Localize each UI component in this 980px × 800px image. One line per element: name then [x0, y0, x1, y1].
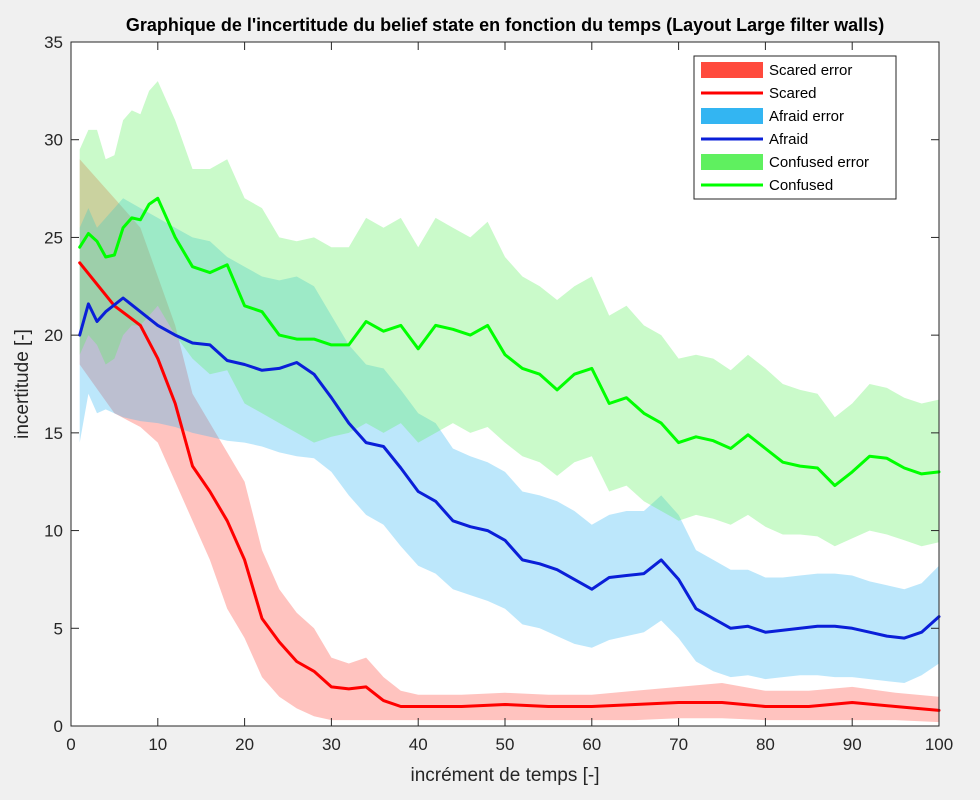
afraid-error-swatch [701, 108, 763, 124]
x-tick-label: 20 [235, 735, 254, 754]
series-lines [78, 196, 941, 712]
legend: Scared error Scared Afraid error Afraid Conf… [693, 55, 897, 200]
x-tick-label: 90 [843, 735, 862, 754]
afraid-error-band [79, 198, 939, 684]
x-tick-label: 30 [322, 735, 341, 754]
legend-label: Confused [769, 177, 833, 194]
legend-label: Scared [769, 85, 817, 102]
x-axis-label: incrément de temps [-] [410, 765, 599, 786]
legend-box [693, 55, 897, 200]
confused-error-band [79, 81, 939, 547]
x-axis: 0 10 20 30 40 50 60 70 80 90 100 [66, 42, 953, 754]
x-tick-label: 40 [409, 735, 428, 754]
y-tick-label: 25 [44, 228, 63, 247]
x-tick-label: 10 [148, 735, 167, 754]
x-tick-label: 0 [66, 735, 75, 754]
error-bands [79, 81, 939, 723]
scared-error-swatch [701, 62, 763, 78]
y-tick-label: 15 [44, 424, 63, 443]
y-tick-label: 5 [54, 619, 63, 638]
x-tick-label: 80 [756, 735, 775, 754]
legend-label: Confused error [769, 154, 869, 171]
scared-line [78, 261, 941, 712]
afraid-line [78, 296, 941, 640]
y-tick-label: 30 [44, 131, 63, 150]
y-axis-label: incertitude [-] [12, 329, 33, 439]
chart-title: Graphique de l'incertitude du belief sta… [126, 15, 884, 35]
y-tick-label: 0 [54, 717, 63, 736]
legend-label: Afraid [769, 131, 808, 148]
y-tick-label: 10 [44, 522, 63, 541]
x-tick-label: 60 [582, 735, 601, 754]
confused-line [78, 196, 941, 488]
x-tick-label: 70 [669, 735, 688, 754]
legend-label: Afraid error [769, 108, 844, 125]
legend-label: Scared error [769, 62, 852, 79]
y-tick-label: 35 [44, 33, 63, 52]
y-axis: 0 5 10 15 20 25 30 35 [44, 33, 939, 736]
y-tick-label: 20 [44, 326, 63, 345]
confused-error-swatch [701, 154, 763, 170]
x-tick-label: 50 [496, 735, 515, 754]
x-tick-label: 100 [925, 735, 953, 754]
